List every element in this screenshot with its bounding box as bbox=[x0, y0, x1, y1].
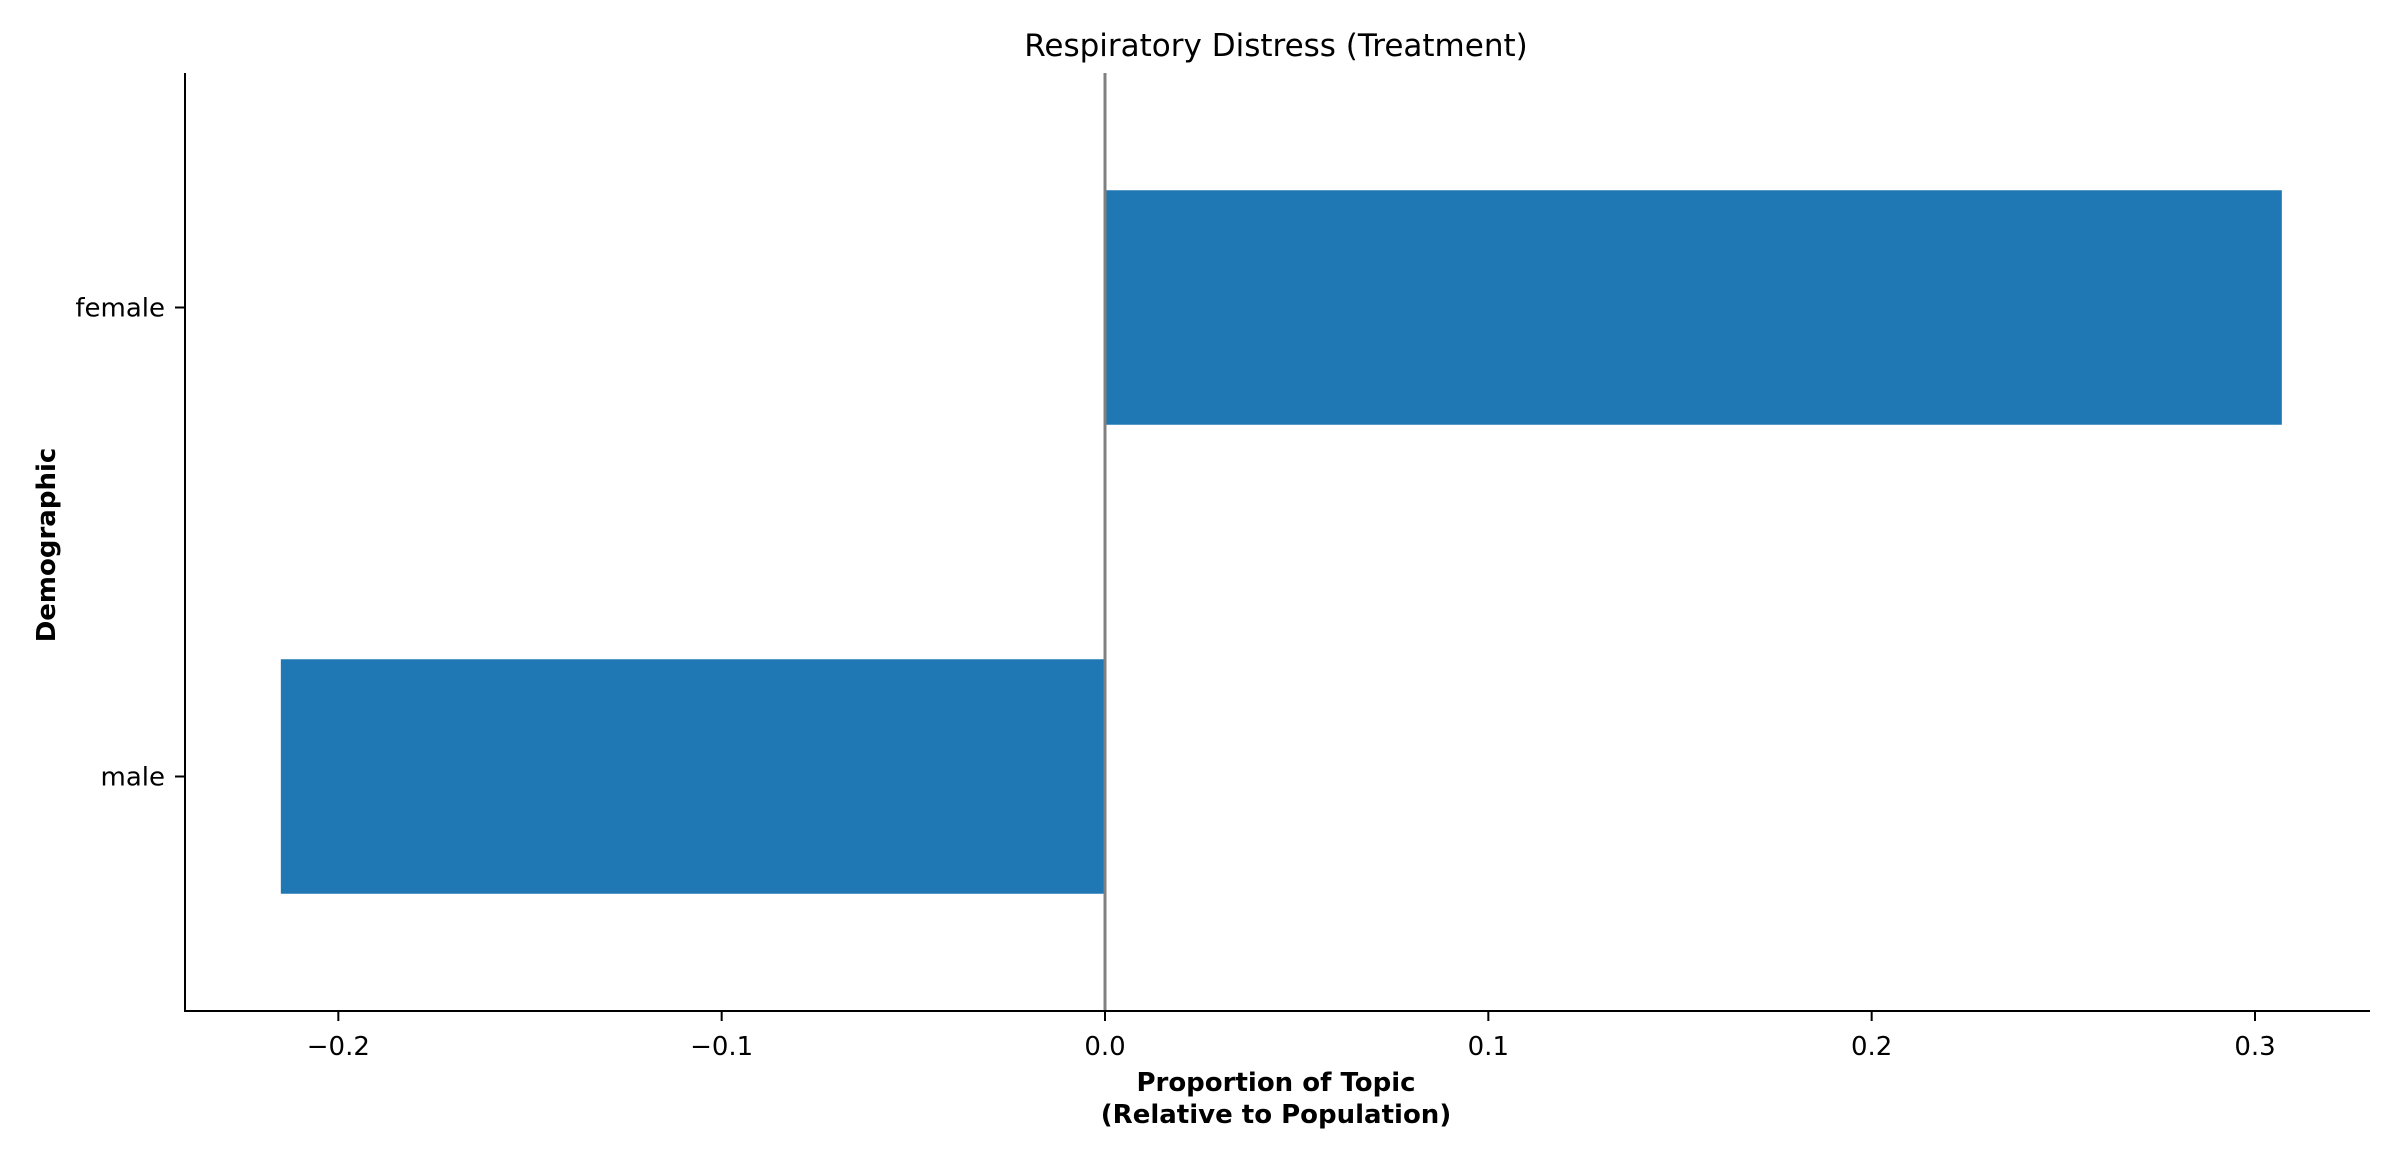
y-tick-label-female: female bbox=[75, 294, 165, 324]
x-tick-label: 0.2 bbox=[1851, 1032, 1892, 1062]
bar-female bbox=[1105, 190, 2282, 425]
y-ticks-group: female male bbox=[75, 294, 185, 793]
x-axis-label-line-2: (Relative to Population) bbox=[1101, 1100, 1451, 1130]
x-tick-label: 0.3 bbox=[2234, 1032, 2275, 1062]
axes-group bbox=[184, 73, 2370, 1012]
bar-male bbox=[280, 659, 1105, 894]
x-axis-label-line-1: Proportion of Topic bbox=[1136, 1068, 1415, 1098]
chart-title: Respiratory Distress (Treatment) bbox=[1024, 28, 1527, 64]
x-tick-label: −0.1 bbox=[690, 1032, 753, 1062]
y-tick-label-male: male bbox=[101, 763, 165, 793]
x-tick-label: 0.1 bbox=[1468, 1032, 1509, 1062]
bars-group bbox=[280, 190, 2282, 894]
x-tick-label: 0.0 bbox=[1084, 1032, 1125, 1062]
x-tick-label: −0.2 bbox=[307, 1032, 370, 1062]
y-axis-label: Demographic bbox=[32, 448, 62, 643]
x-ticks-group: −0.2 −0.1 0.0 0.1 0.2 0.3 bbox=[307, 1011, 2276, 1062]
